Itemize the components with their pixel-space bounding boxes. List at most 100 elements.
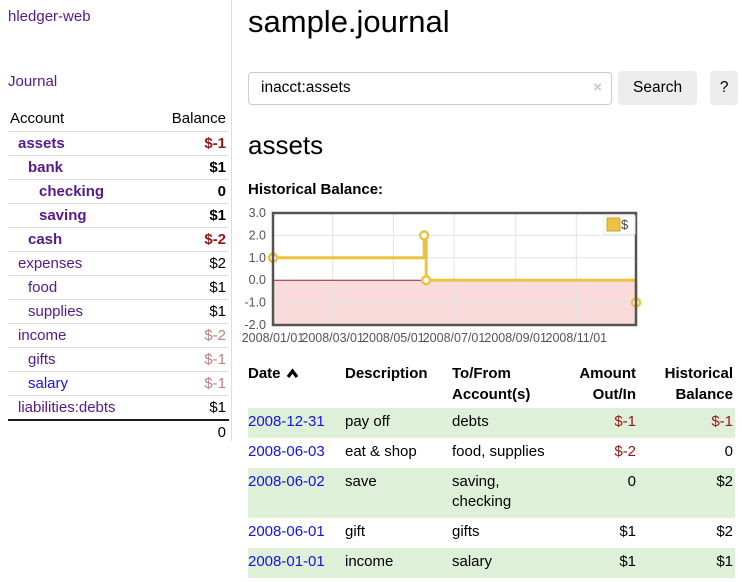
balance-chart-container: $3.0 2.0 1.0 0.0 -1.0 -2.0 2008/01/01 2008/03/0…	[242, 206, 742, 347]
search-button[interactable]: Search	[618, 71, 698, 105]
account-row: saving $1	[8, 203, 229, 228]
account-balance: $-2	[150, 227, 229, 252]
account-link-income[interactable]: income	[18, 327, 67, 344]
account-balance: $-1	[150, 131, 229, 156]
account-link-food[interactable]: food	[28, 279, 58, 296]
accounts-header-account: Account	[10, 110, 65, 127]
account-balance: $2	[150, 251, 229, 276]
account-row: assets $-1	[8, 131, 229, 156]
account-link-gifts[interactable]: gifts	[28, 351, 56, 368]
transaction-row: 2008-01-01 income salary $1 $1	[248, 547, 735, 578]
main-content: sample.journal × Search ? assets Histori…	[242, 0, 742, 578]
transaction-amount: $-2	[614, 443, 636, 461]
transaction-amount: $1	[619, 523, 636, 541]
account-balance: $1	[150, 275, 229, 300]
account-link-bank[interactable]: bank	[28, 159, 64, 176]
account-link-expenses[interactable]: expenses	[18, 255, 83, 272]
register-header-date[interactable]: Date	[248, 362, 345, 408]
transaction-amount: $-1	[614, 413, 636, 431]
transaction-accounts: salary	[452, 552, 493, 570]
account-link-saving[interactable]: saving	[39, 207, 87, 224]
svg-text:2.0: 2.0	[249, 228, 266, 242]
account-link-supplies[interactable]: supplies	[28, 303, 84, 320]
clear-search-icon[interactable]: ×	[593, 78, 602, 96]
transaction-accounts: gifts	[452, 523, 480, 541]
accounts-header-row: Account Balance	[8, 107, 229, 132]
register-header-description: Description	[345, 365, 428, 382]
svg-text:2008/01/01: 2008/01/01	[242, 331, 305, 345]
transaction-balance: 0	[724, 443, 733, 461]
account-row: income $-2	[8, 323, 229, 348]
account-balance: $1	[150, 299, 229, 324]
transaction-row: 2008-06-03 eat & shop food, supplies $-2…	[248, 438, 735, 468]
account-link-assets[interactable]: assets	[18, 135, 65, 152]
svg-text:2008/09/01: 2008/09/01	[484, 331, 547, 345]
account-row: expenses $2	[8, 251, 229, 276]
help-button[interactable]: ?	[710, 71, 739, 105]
search-box: ×	[248, 71, 612, 105]
transaction-balance: $2	[716, 472, 733, 490]
sidebar: hledger-web Journal Account Balance asse…	[0, 0, 232, 444]
transaction-date-link[interactable]: 2008-06-01	[248, 523, 325, 541]
svg-text:2008/07/01: 2008/07/01	[423, 331, 486, 345]
account-link-salary[interactable]: salary	[28, 375, 69, 392]
svg-text:0.0: 0.0	[249, 273, 266, 287]
transaction-date-link[interactable]: 2008-01-01	[248, 552, 325, 570]
transaction-accounts: food, supplies	[452, 443, 545, 461]
account-row: gifts $-1	[8, 347, 229, 372]
nav-journal-link[interactable]: Journal	[8, 73, 58, 90]
chart-title: Historical Balance:	[248, 181, 384, 198]
account-heading: assets	[248, 130, 324, 160]
account-balance: $-1	[150, 371, 229, 396]
app-brand-link[interactable]: hledger-web	[8, 8, 91, 25]
svg-text:2008/03/01: 2008/03/01	[301, 331, 364, 345]
svg-text:3.0: 3.0	[249, 206, 266, 220]
svg-text:-1.0: -1.0	[244, 296, 266, 310]
accounts-total-balance: 0	[150, 419, 229, 444]
transaction-amount: 0	[627, 472, 636, 490]
account-row: supplies $1	[8, 299, 229, 324]
register-header-row: Date Description To/From Account(s) Amou…	[248, 362, 735, 408]
accounts-total-row: 0	[8, 419, 229, 444]
register-header-balance: Historical Balance	[664, 365, 733, 403]
accounts-header-balance: Balance	[171, 110, 226, 127]
transaction-date-link[interactable]: 2008-06-03	[248, 443, 325, 461]
account-balance: $1	[150, 155, 229, 180]
transaction-description: gift	[345, 523, 366, 541]
account-link-liabilities-debts[interactable]: liabilities:debts	[18, 399, 116, 416]
transaction-amount: $1	[619, 552, 636, 570]
account-row: checking 0	[8, 179, 229, 204]
transaction-description: eat & shop	[345, 443, 417, 461]
register-table: Date Description To/From Account(s) Amou…	[248, 362, 735, 578]
register-header-accounts: To/From Account(s)	[452, 365, 531, 403]
accounts-table: Account Balance assets $-1 bank $1 check…	[8, 107, 229, 444]
account-balance: $-2	[150, 323, 229, 348]
transaction-description: save	[345, 472, 377, 490]
transaction-row: 2008-06-01 gift gifts $1 $2	[248, 518, 735, 548]
account-row: liabilities:debts $1	[8, 395, 229, 420]
transaction-date-link[interactable]: 2008-12-31	[248, 413, 325, 431]
transaction-balance: $2	[716, 523, 733, 541]
transaction-date-link[interactable]: 2008-06-02	[248, 472, 325, 490]
account-balance: $1	[150, 203, 229, 228]
transaction-balance: $-1	[711, 413, 733, 431]
page-title: sample.journal	[248, 4, 450, 39]
account-row: cash $-2	[8, 227, 229, 252]
account-link-cash[interactable]: cash	[28, 231, 63, 248]
transaction-description: pay off	[345, 413, 390, 431]
transaction-accounts: debts	[452, 413, 489, 431]
account-link-checking[interactable]: checking	[39, 183, 105, 200]
account-balance: $-1	[150, 347, 229, 372]
balance-chart: $3.0 2.0 1.0 0.0 -1.0 -2.02008/01/012008/03/0…	[242, 206, 642, 345]
account-row: food $1	[8, 275, 229, 300]
transaction-accounts: saving, checking	[452, 472, 512, 511]
sort-ascending-icon	[286, 368, 298, 378]
account-row: salary $-1	[8, 371, 229, 396]
svg-text:1.0: 1.0	[249, 251, 266, 265]
transaction-row: 2008-12-31 pay off debts $-1 $-1	[248, 408, 735, 439]
transaction-description: income	[345, 552, 394, 570]
svg-text:2008/11/01: 2008/11/01	[546, 331, 608, 345]
transaction-row: 2008-06-02 save saving, checking 0 $2	[248, 467, 735, 519]
svg-text:-2.0: -2.0	[244, 318, 266, 332]
search-input[interactable]	[248, 71, 612, 105]
